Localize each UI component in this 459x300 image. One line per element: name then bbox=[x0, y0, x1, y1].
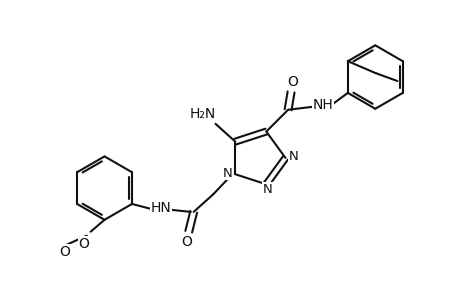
Text: N: N bbox=[262, 183, 272, 196]
Text: O: O bbox=[78, 237, 89, 250]
Text: N: N bbox=[222, 167, 232, 180]
Text: N: N bbox=[288, 150, 297, 164]
Text: O: O bbox=[59, 244, 70, 259]
Text: H₂N: H₂N bbox=[189, 107, 215, 121]
Text: O: O bbox=[181, 235, 192, 249]
Text: HN: HN bbox=[150, 201, 171, 215]
Text: O: O bbox=[287, 75, 298, 89]
Text: NH: NH bbox=[312, 98, 332, 112]
